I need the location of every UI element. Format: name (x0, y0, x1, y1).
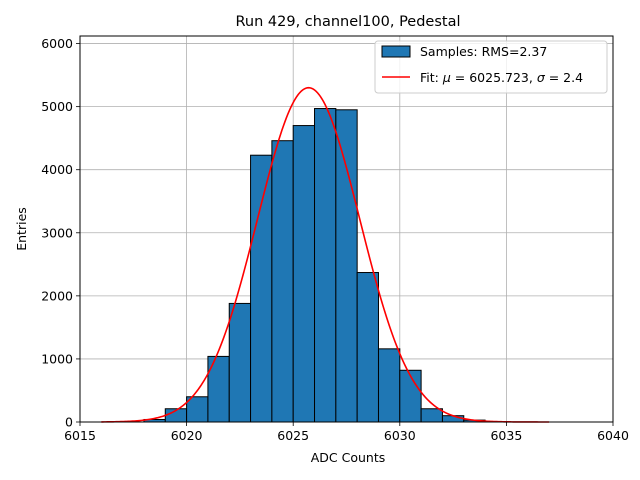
x-tick-label: 6020 (171, 428, 203, 443)
plot-area (79, 35, 614, 423)
histogram-bar (399, 369, 422, 423)
y-tick-label: 1000 (41, 351, 73, 366)
plot-frame (79, 35, 614, 423)
y-tick-label: 4000 (41, 162, 73, 177)
x-tick-label: 6040 (597, 428, 629, 443)
histogram-bar (420, 408, 443, 423)
histogram-bar (250, 154, 273, 423)
x-tick-label: 6015 (64, 428, 96, 443)
y-axis: 0 1000 2000 3000 4000 5000 6000 (41, 36, 80, 430)
histogram-bars (143, 108, 486, 423)
y-tick-label: 2000 (41, 288, 73, 303)
legend: Samples: RMS=2.37 Fit: μ = 6025.723, σ =… (374, 40, 608, 94)
legend-label-samples: Samples: RMS=2.37 (420, 44, 547, 59)
x-tick-label: 6035 (490, 428, 522, 443)
legend-label-fit: Fit: μ = 6025.723, σ = 2.4 (420, 70, 583, 85)
chart-title: Run 429, channel100, Pedestal (235, 14, 460, 30)
y-tick-label: 6000 (41, 36, 73, 51)
y-tick-label: 3000 (41, 225, 73, 240)
histogram-bar (271, 140, 294, 423)
x-tick-label: 6030 (384, 428, 416, 443)
legend-box (374, 40, 608, 94)
histogram-bar (228, 302, 252, 423)
histogram-bar (356, 272, 379, 423)
legend-swatch-samples (381, 45, 411, 58)
x-tick-label: 6025 (277, 428, 309, 443)
histogram-bar (441, 415, 465, 423)
histogram-bar (377, 348, 401, 423)
y-axis-label: Entries (14, 207, 29, 251)
y-tick-label: 5000 (41, 99, 73, 114)
x-axis: 6015 6020 6025 6030 6035 6040 (64, 422, 629, 443)
fit-curve (101, 86, 550, 423)
y-tick-label: 0 (65, 415, 73, 430)
x-axis-label: ADC Counts (311, 450, 386, 465)
histogram-bar (314, 108, 337, 423)
histogram-bar (335, 109, 358, 423)
histogram-bar (292, 125, 316, 423)
